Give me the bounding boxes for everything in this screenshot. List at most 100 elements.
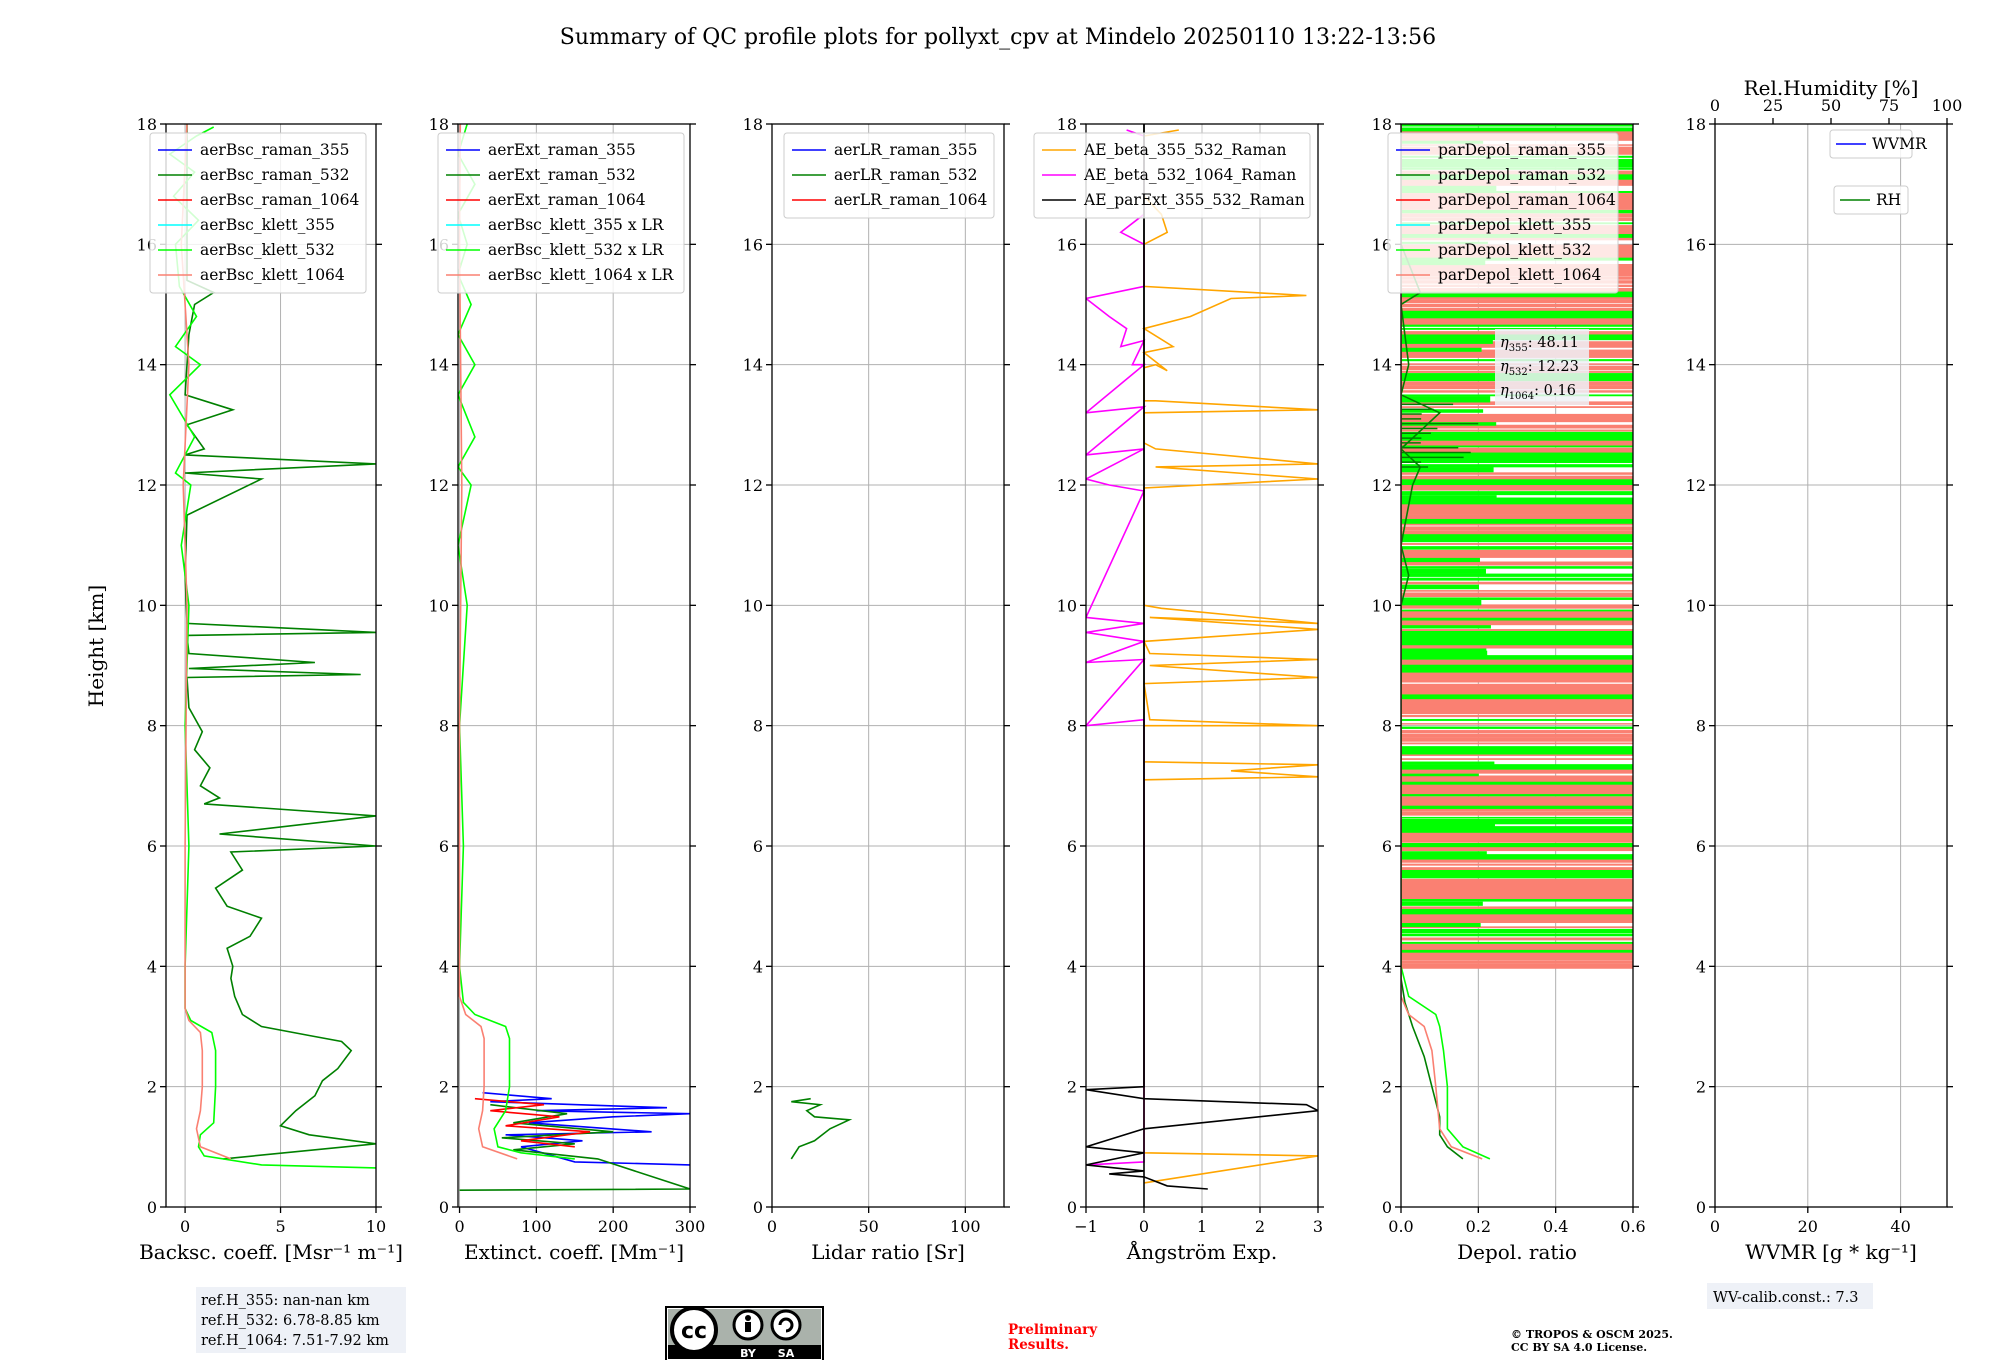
lr-x-axis-label: Lidar ratio [Sr] (811, 1240, 965, 1264)
x-tick-label: 0 (180, 1217, 190, 1236)
depol-noise-stripe (1401, 464, 1633, 468)
x-tick-label: 100 (950, 1217, 981, 1236)
depol-noise-stripe (1401, 406, 1633, 408)
x-tick-label: 20 (1798, 1217, 1818, 1236)
legend-entry: AE_beta_532_1064_Raman (1083, 166, 1296, 184)
depol-noise-stripe (1401, 415, 1633, 423)
depol-noise-stripe (1401, 327, 1633, 330)
y-tick-label: 2 (753, 1078, 763, 1097)
y-tick-label: 18 (743, 115, 763, 134)
y-tick-label: 18 (137, 115, 157, 134)
depol-noise-stripe (1401, 510, 1633, 515)
copyright-line1: © TROPOS & OSCM 2025. (1511, 1328, 1673, 1341)
x-tick-label: 0.0 (1388, 1217, 1413, 1236)
depol-noise-stripe (1401, 834, 1633, 841)
depol-noise-stripe (1401, 526, 1633, 531)
depol-noise-stripe (1401, 690, 1633, 695)
legend-entry: aerBsc_raman_532 (200, 166, 350, 184)
legend-frame (783, 132, 995, 219)
depol-noise-stripe (1401, 714, 1633, 718)
depol-noise-stripe (1401, 419, 1497, 426)
refH-1064: ref.H_1064: 7.51-7.92 km (201, 1333, 389, 1349)
depol-noise-stripe (1401, 310, 1633, 317)
series-line-pardepol-klett-532 (1401, 124, 1491, 1160)
depol-noise-stripe (1401, 775, 1633, 782)
depol-noise-stripe (1401, 710, 1633, 715)
y-tick-label: 16 (1057, 235, 1077, 254)
depol-noise-stripe (1401, 941, 1633, 944)
y-tick-label: 0 (1382, 1198, 1392, 1217)
depol-noise-stripe (1401, 573, 1633, 577)
depol-noise-stripe (1401, 842, 1633, 848)
depol-noise-stripe (1401, 646, 1487, 653)
depol-noise-stripe (1401, 505, 1633, 512)
depol-noise-stripe (1401, 477, 1633, 486)
depol-noise-stripe (1401, 798, 1633, 806)
y-tick-label: 0 (147, 1198, 157, 1217)
wv-frame (1714, 123, 1948, 1208)
y-tick-label: 10 (1057, 596, 1077, 615)
y-tick-label: 4 (1382, 957, 1392, 976)
eta355-text: η355: 48.11 (1500, 335, 1579, 354)
x-tick-label: 0 (767, 1217, 777, 1236)
depol-noise-stripe (1401, 773, 1479, 777)
wv-legend: WVMR RH (1829, 129, 1928, 215)
depol-noise-stripe (1401, 523, 1633, 526)
wv-grid (1714, 123, 1947, 1208)
depol-noise-stripe (1401, 436, 1633, 441)
depol-noise-stripe (1401, 543, 1633, 545)
depol-noise-stripe (1401, 553, 1633, 558)
depol-noise-stripe (1401, 718, 1633, 721)
depol-noise-stripe (1401, 858, 1633, 863)
wv-x-axis-label: WVMR [g * kg⁻¹] (1745, 1240, 1917, 1264)
depol-noise-stripe (1401, 683, 1633, 686)
depol-noise-stripe (1401, 796, 1633, 800)
legend-entry: parDepol_klett_355 (1438, 216, 1591, 234)
preliminary-line2: Results. (1008, 1337, 1069, 1353)
depol-noise-stripe (1401, 701, 1633, 708)
dep-frame (1400, 123, 1634, 1208)
y-tick-label: 14 (1372, 356, 1392, 375)
depol-noise-stripe (1401, 497, 1633, 505)
svg-text:BY: BY (740, 1347, 757, 1360)
legend-entry: aerExt_raman_1064 (488, 191, 646, 209)
top-tick-label: 100 (1932, 96, 1963, 115)
y-tick-label: 6 (1067, 837, 1077, 856)
depol-noise-stripe (1401, 642, 1633, 649)
depol-noise-stripe (1401, 604, 1633, 609)
depol-noise-stripe (1401, 454, 1633, 462)
depol-noise-stripe (1401, 696, 1633, 704)
y-tick-label: 12 (1686, 476, 1706, 495)
legend-entry: aerBsc_klett_532 x LR (488, 241, 665, 259)
depol-noise-stripe (1401, 557, 1480, 563)
depol-noise-stripe (1401, 566, 1633, 569)
y-tick-label: 6 (1382, 837, 1392, 856)
legend-entry: parDepol_raman_355 (1438, 141, 1606, 159)
y-tick-label: 10 (743, 596, 763, 615)
x-tick-label: 0 (1710, 1217, 1720, 1236)
legend-entry: aerBsc_klett_1064 (200, 266, 345, 284)
y-tick-label: 14 (429, 356, 449, 375)
depol-noise-stripe (1401, 742, 1633, 745)
top-tick-label: 50 (1821, 96, 1841, 115)
depol-noise-stripe (1401, 549, 1633, 554)
depol-noise-stripe (1401, 746, 1633, 749)
depol-noise-stripe (1401, 424, 1633, 429)
depol-noise-stripe (1401, 537, 1633, 543)
y-tick-label: 14 (1057, 356, 1077, 375)
y-tick-label: 18 (429, 115, 449, 134)
y-tick-label: 8 (147, 717, 157, 736)
y-tick-label: 2 (439, 1078, 449, 1097)
depol-noise-stripe (1401, 754, 1633, 756)
y-tick-label: 4 (1696, 957, 1706, 976)
depol-noise-stripe (1401, 568, 1486, 574)
y-tick-label: 0 (1696, 1198, 1706, 1217)
depol-noise-stripe (1401, 747, 1633, 755)
depol-noise-stripe (1401, 452, 1633, 456)
top-tick-label: 0 (1710, 96, 1720, 115)
annotations: η355: 48.11 η532: 12.23 η1064: 0.16 ref.… (196, 329, 1873, 1360)
depol-noise-stripe (1401, 503, 1633, 507)
depol-noise-stripe (1401, 822, 1495, 830)
depol-noise-stripe (1401, 657, 1633, 665)
